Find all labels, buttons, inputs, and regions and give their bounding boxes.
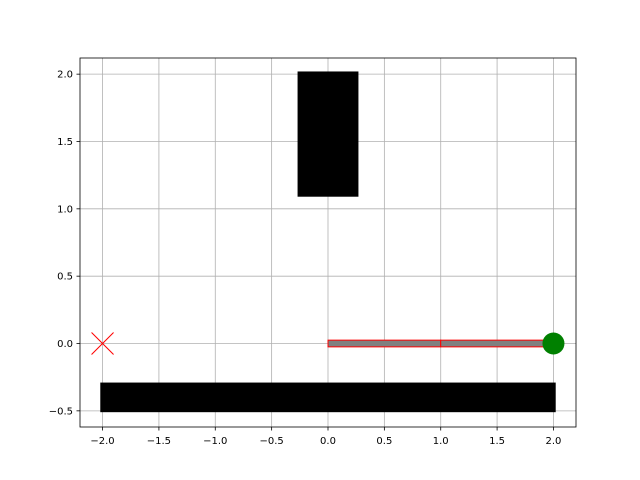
path-segment xyxy=(327,339,442,348)
x-tick-label: −1.0 xyxy=(203,436,227,447)
y-tick-label: 2.0 xyxy=(57,70,73,81)
start-marker-stroke xyxy=(91,332,114,355)
x-tick-label: 1.5 xyxy=(489,436,505,447)
y-tick-label: 1.0 xyxy=(57,204,73,215)
path xyxy=(327,339,554,348)
axes: −2.0 −1.5 −1.0 −0.5 0.0 0.5 1.0 1.5 2.0 −0.5 0.0 0.… xyxy=(49,57,577,447)
markers xyxy=(91,332,565,355)
y-tick-label: 1.5 xyxy=(57,137,73,148)
path-segment xyxy=(440,339,554,348)
x-tick-label: −1.5 xyxy=(147,436,171,447)
x-tick-label: −2.0 xyxy=(90,436,114,447)
y-tick-label: 0.0 xyxy=(57,339,73,350)
obstacle-rect xyxy=(100,382,556,413)
x-tick-label: 1.0 xyxy=(433,436,449,447)
y-tick-label: 0.5 xyxy=(57,272,73,283)
obstacle-rect xyxy=(297,71,359,197)
x-tick-label: 0.5 xyxy=(376,436,392,447)
x-tick-label: −0.5 xyxy=(259,436,283,447)
y-tick-label: −0.5 xyxy=(49,406,73,417)
obstacles xyxy=(100,71,556,413)
goal-marker xyxy=(542,332,565,355)
x-tick-label: 2.0 xyxy=(546,436,562,447)
x-tick-label: 0.0 xyxy=(320,436,336,447)
